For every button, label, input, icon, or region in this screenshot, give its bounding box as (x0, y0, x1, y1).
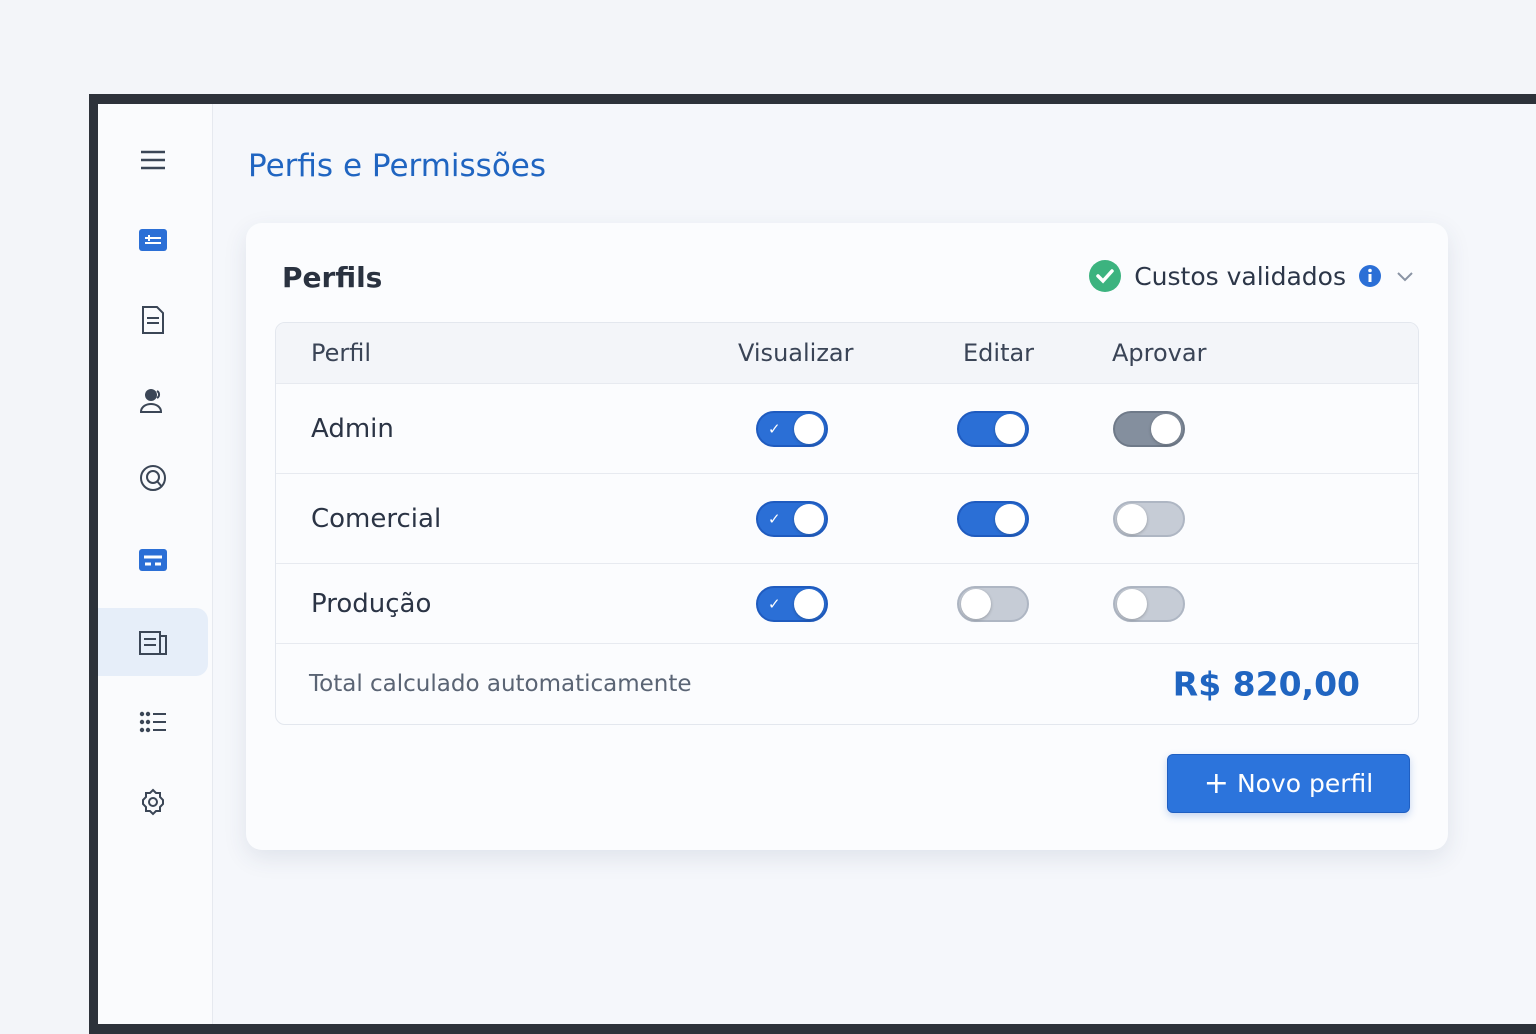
profile-name: Produção (311, 588, 432, 619)
toggle-editar[interactable] (957, 500, 1029, 537)
gear-icon (142, 788, 164, 816)
toggle-visualizar[interactable]: ✓ (756, 585, 828, 622)
toggle-knob (794, 503, 824, 534)
header-editar: Editar (963, 339, 1035, 367)
sidebar-item-list[interactable] (98, 688, 208, 756)
new-profile-button[interactable]: + Novo perfil (1167, 754, 1410, 813)
table-header: Perfil Visualizar Editar Aprovar (276, 323, 1418, 383)
sliders-icon (139, 229, 167, 251)
toggle-aprovar[interactable] (1113, 410, 1185, 447)
sidebar-item-settings[interactable] (98, 768, 208, 836)
check-icon: ✓ (768, 509, 781, 528)
toggle-knob (961, 588, 991, 619)
permissions-table: Perfil Visualizar Editar Aprovar Admin ✓ C… (275, 322, 1419, 725)
toggle-aprovar[interactable] (1113, 500, 1185, 537)
list-icon (139, 711, 166, 733)
toggle-knob (1151, 413, 1181, 444)
sidebar-item-search[interactable] (98, 444, 208, 512)
user-icon (139, 389, 163, 413)
toggle-visualizar[interactable]: ✓ (756, 410, 828, 447)
profiles-card: Perfils Custos validados Perfil Visualiz… (246, 223, 1448, 850)
plus-icon: + (1203, 766, 1229, 801)
table-row: Admin ✓ (276, 383, 1418, 473)
info-icon[interactable] (1358, 264, 1382, 288)
check-icon: ✓ (768, 594, 781, 613)
toggle-editar[interactable] (957, 585, 1029, 622)
card-title: Perfils (282, 261, 383, 294)
toggle-editar[interactable] (957, 410, 1029, 447)
menu-button[interactable] (98, 126, 208, 194)
at-icon (140, 465, 166, 491)
sidebar-item-documents[interactable] (98, 286, 208, 354)
chevron-down-icon[interactable] (1394, 265, 1416, 287)
toggle-knob (1117, 588, 1147, 619)
toggle-knob (995, 413, 1025, 444)
profile-name: Admin (311, 413, 394, 444)
check-circle-icon (1089, 260, 1122, 292)
new-profile-label: Novo perfil (1236, 769, 1374, 798)
sidebar-item-cards[interactable] (98, 526, 208, 594)
toggle-knob (794, 413, 824, 444)
header-aprovar: Aprovar (1112, 339, 1207, 367)
sidebar-item-users[interactable] (98, 366, 208, 434)
table-footer: Total calculado automaticamente R$ 820,0… (276, 643, 1418, 723)
table-row: Produção ✓ (276, 563, 1418, 643)
app-screen: Perfis e Permissões Perfils Custos valid… (98, 104, 1536, 1024)
header-visualizar: Visualizar (738, 339, 854, 367)
total-value: R$ 820,00 (1172, 664, 1360, 703)
menu-icon (141, 150, 165, 170)
total-label: Total calculado automaticamente (309, 670, 692, 697)
toggle-knob (995, 503, 1025, 534)
table-row: Comercial ✓ (276, 473, 1418, 563)
toggle-visualizar[interactable]: ✓ (756, 500, 828, 537)
sidebar-item-profiles[interactable] (98, 608, 208, 676)
check-icon: ✓ (768, 419, 781, 438)
document-icon (142, 306, 164, 334)
status-label: Custos validados (1134, 261, 1346, 291)
card-icon (139, 549, 167, 571)
toggle-knob (794, 588, 824, 619)
costs-status-dropdown[interactable]: Custos validados (1088, 259, 1416, 293)
sidebar-item-settings-sliders[interactable] (98, 206, 208, 274)
newspaper-icon (139, 631, 167, 655)
header-perfil: Perfil (311, 339, 372, 367)
sidebar (98, 104, 213, 1024)
toggle-knob (1117, 503, 1147, 534)
toggle-aprovar[interactable] (1113, 585, 1185, 622)
page-title: Perfis e Permissões (248, 148, 547, 184)
profile-name: Comercial (311, 503, 442, 534)
